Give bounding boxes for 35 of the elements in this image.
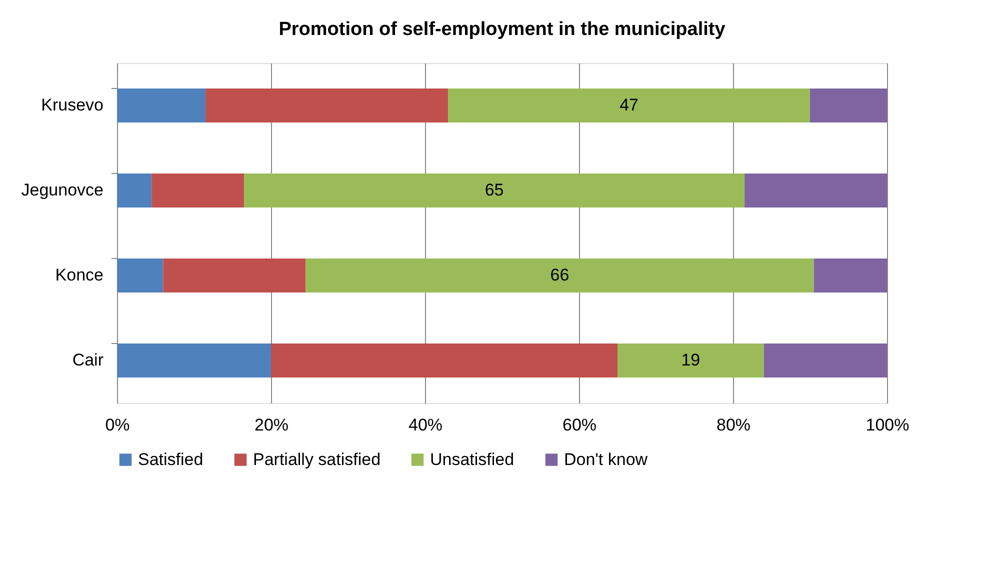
legend-label: Partially satisfied (253, 450, 381, 469)
bar (117, 258, 164, 292)
x-tick-label: 0% (105, 416, 130, 434)
bar (618, 344, 764, 378)
x-tick-label: 100% (866, 416, 910, 434)
bar (117, 174, 152, 208)
legend-label: Satisfied (138, 450, 204, 469)
bar (244, 174, 745, 208)
y-tick-label: Krusevo (41, 96, 104, 114)
chart-title: Promotion of self-employment in the municipality (278, 19, 726, 40)
data-label: 65 (484, 180, 504, 200)
bar (764, 344, 887, 378)
bar (810, 88, 887, 122)
bar (306, 258, 814, 292)
x-tick-label: 60% (562, 416, 597, 434)
x-tick-label: 40% (408, 416, 443, 434)
bar (271, 344, 618, 378)
bar (206, 88, 448, 122)
bar (814, 258, 887, 292)
data-label: 19 (681, 350, 700, 370)
bar (744, 174, 887, 208)
x-tick-label: 80% (716, 416, 751, 434)
y-tick-label: Jegunovce (21, 180, 104, 200)
bar (163, 258, 306, 292)
bar (117, 88, 206, 122)
data-label: 47 (620, 96, 639, 114)
y-tick-label: Konce (55, 266, 104, 284)
data-label: 66 (550, 266, 570, 284)
bar (152, 174, 244, 208)
legend-label: Don't know (564, 450, 648, 469)
bar (448, 88, 810, 122)
x-tick-label: 20% (254, 416, 289, 434)
bar (117, 344, 271, 378)
legend-label: Unsatisfied (430, 450, 514, 469)
y-tick-label: Cair (72, 350, 104, 370)
